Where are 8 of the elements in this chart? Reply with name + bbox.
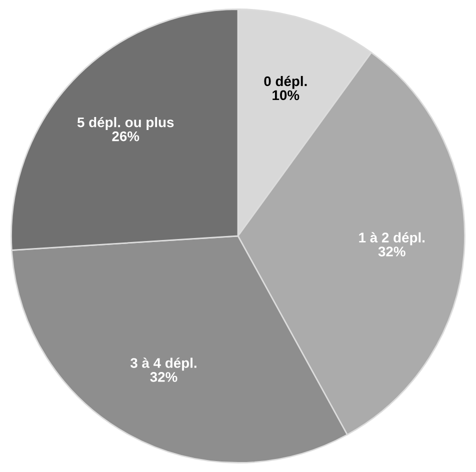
- data-label: 10%: [272, 90, 300, 100]
- data-label: 32%: [378, 246, 406, 256]
- slice-label: 1 à 2 dépl.: [359, 232, 425, 246]
- slice-label: 0 dépl.: [264, 76, 307, 89]
- data-label: 26%: [112, 131, 140, 142]
- data-label: 32%: [150, 372, 178, 382]
- slice-label: 3 à 4 dépl.: [130, 358, 196, 371]
- slice-label: 5 dépl. ou plus: [77, 116, 174, 130]
